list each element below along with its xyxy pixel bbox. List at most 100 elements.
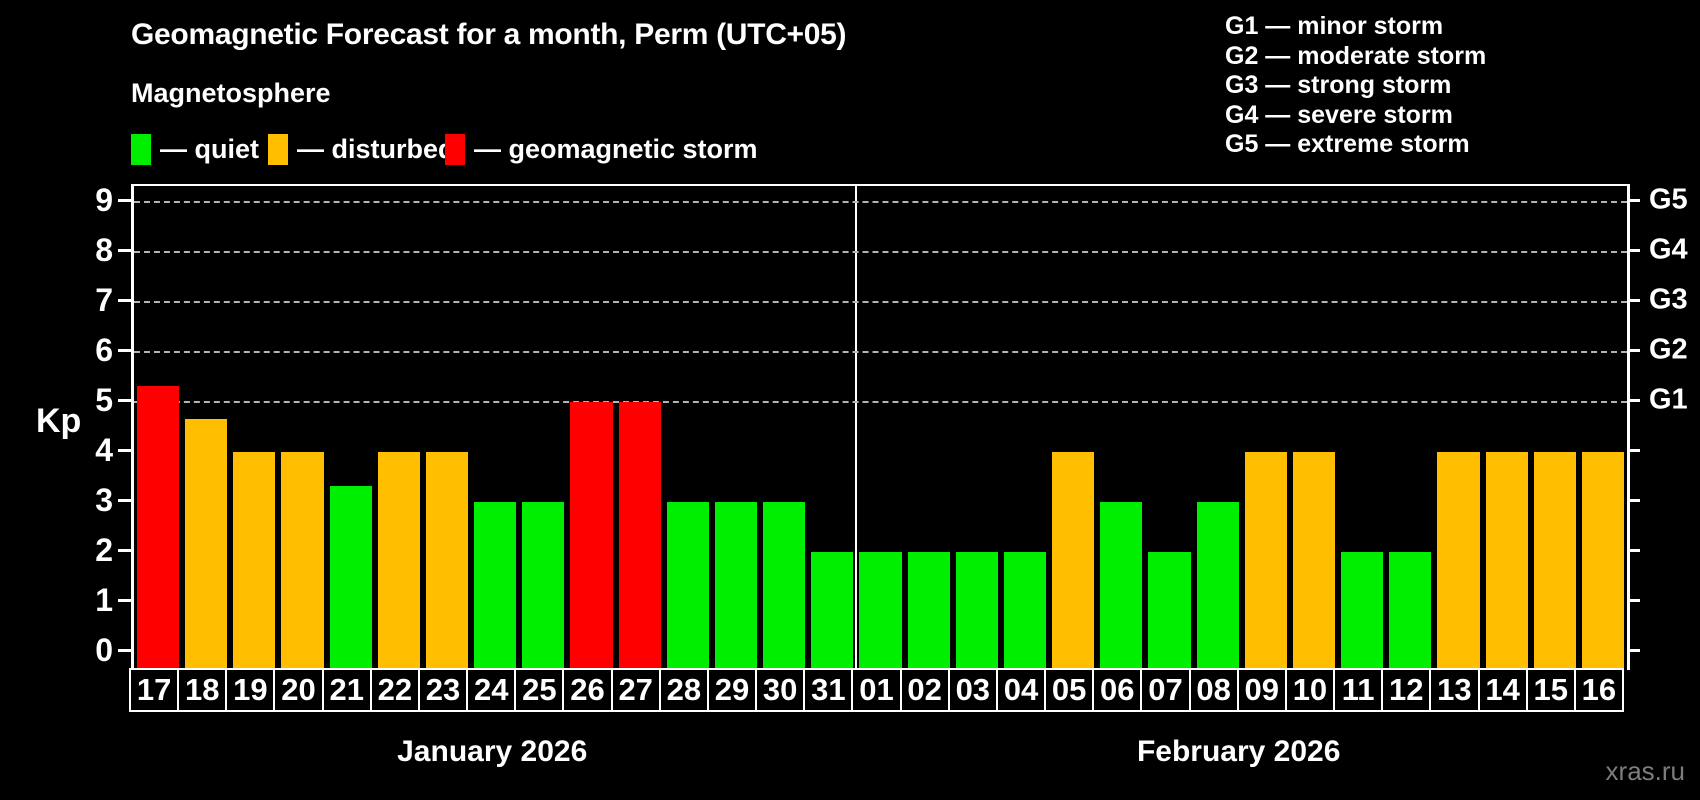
day-label: 19 xyxy=(225,668,276,712)
kp-axis-tick xyxy=(118,649,131,652)
kp-bar-january-27 xyxy=(618,402,661,670)
g-legend-line: G5 — extreme storm xyxy=(1225,130,1470,158)
kp-bar-january-24 xyxy=(474,502,517,670)
g-legend-line: G4 — severe storm xyxy=(1225,100,1453,129)
quiet-color-swatch xyxy=(131,134,151,165)
kp-bar-february-07 xyxy=(1148,552,1191,670)
month-label: January 2026 xyxy=(397,735,588,768)
day-label: 30 xyxy=(755,668,806,712)
watermark: xras.ru xyxy=(1605,756,1685,786)
kp-axis-tick xyxy=(118,199,131,202)
day-label: 28 xyxy=(658,668,709,712)
kp-axis-tick-label: 0 xyxy=(95,632,113,668)
day-label: 02 xyxy=(899,668,950,712)
day-label: 22 xyxy=(369,668,420,712)
g-legend-line: G1 — minor storm xyxy=(1225,12,1444,40)
g-legend-line: G3 — strong storm xyxy=(1225,71,1452,99)
g-axis-tick xyxy=(1627,549,1640,552)
kp-axis-tick-label: 7 xyxy=(95,282,113,318)
g-axis-tick xyxy=(1627,299,1640,302)
magnetosphere-label: Magnetosphere xyxy=(131,78,331,108)
month-separator-line xyxy=(855,186,858,670)
kp-bar-february-01 xyxy=(859,552,902,670)
kp-bar-february-13 xyxy=(1437,452,1480,670)
kp-axis-tick xyxy=(118,599,131,602)
kp-axis: 0 1 2 3 4 5 6 7 8 9 xyxy=(0,184,131,668)
kp-axis-tick xyxy=(118,449,131,452)
day-label: 31 xyxy=(803,668,854,712)
kp-bar-february-16 xyxy=(1581,452,1624,670)
kp-axis-title: Kp xyxy=(36,402,82,440)
g-axis-tick xyxy=(1627,249,1640,252)
kp-bar-february-09 xyxy=(1244,452,1287,670)
day-label: 26 xyxy=(562,668,613,712)
kp-bar-january-18 xyxy=(185,418,228,670)
kp-bar-january-30 xyxy=(763,502,806,670)
kp-bar-february-05 xyxy=(1052,452,1095,670)
page-title: Geomagnetic Forecast for a month, Perm (… xyxy=(131,18,847,51)
storm-color-swatch xyxy=(445,134,465,165)
kp-bar-february-14 xyxy=(1485,452,1528,670)
g-axis-tick xyxy=(1627,449,1640,452)
kp-bar-january-31 xyxy=(811,552,854,670)
kp-bar-february-03 xyxy=(955,552,998,670)
kp-bar-february-15 xyxy=(1533,452,1576,670)
day-label: 04 xyxy=(995,668,1047,712)
day-label: 10 xyxy=(1284,668,1336,712)
day-label: 15 xyxy=(1525,668,1576,712)
kp-axis-tick xyxy=(118,499,131,502)
day-label: 27 xyxy=(610,668,661,712)
day-label: 25 xyxy=(514,668,565,712)
kp-bar-february-04 xyxy=(1003,552,1047,670)
day-label: 14 xyxy=(1477,668,1528,712)
kp-axis-tick xyxy=(118,549,131,552)
g-axis-label: G2 xyxy=(1649,333,1688,366)
kp-bar-january-23 xyxy=(425,452,469,670)
g-axis-tick xyxy=(1627,599,1640,602)
kp-axis-tick-label: 5 xyxy=(95,382,113,418)
kp-axis-tick xyxy=(118,299,131,302)
g-scale-axis: G1 G2 G3 G4 G5 xyxy=(1627,184,1700,668)
g-axis-label: G5 xyxy=(1649,183,1688,216)
kp-bar-february-12 xyxy=(1389,552,1432,670)
g-scale-legend: G1 — minor storm G2 — moderate storm G3 — … xyxy=(1225,12,1486,160)
month-label: February 2026 xyxy=(1136,735,1341,768)
kp-axis-tick-label: 1 xyxy=(95,582,113,618)
day-label: 18 xyxy=(177,668,228,712)
kp-axis-tick xyxy=(118,349,131,352)
kp-axis-tick-label: 9 xyxy=(95,182,113,218)
kp-axis-tick-label: 8 xyxy=(95,232,113,268)
day-label: 21 xyxy=(321,668,372,712)
day-labels-row: 17 18 19 20 21 22 23 24 25 26 27 28 29 30 31 01 02 03 04 05… xyxy=(129,668,1631,712)
kp-gridline xyxy=(134,251,1627,253)
kp-bar-january-22 xyxy=(377,452,420,670)
disturbed-color-swatch xyxy=(268,134,288,165)
day-label: 09 xyxy=(1236,668,1287,712)
kp-bar-february-10 xyxy=(1292,452,1336,670)
g-axis-tick xyxy=(1627,349,1640,352)
kp-axis-tick-label: 6 xyxy=(95,332,113,368)
kp-bar-february-02 xyxy=(907,552,950,670)
day-label: 11 xyxy=(1333,668,1384,712)
kp-axis-tick xyxy=(118,249,131,252)
kp-bar-january-17 xyxy=(137,385,180,670)
day-label: 13 xyxy=(1429,668,1480,712)
day-label: 07 xyxy=(1140,668,1191,712)
kp-bar-january-20 xyxy=(281,452,324,670)
day-label: 06 xyxy=(1092,668,1143,712)
g-axis-label: G3 xyxy=(1649,283,1688,316)
kp-bar-january-26 xyxy=(570,402,613,670)
disturbed-legend-label: — disturbed xyxy=(297,134,455,164)
kp-bar-january-25 xyxy=(522,502,565,670)
g-axis-label: G4 xyxy=(1649,233,1688,266)
day-label: 16 xyxy=(1573,668,1624,712)
g-axis-tick xyxy=(1627,199,1640,202)
day-label: 05 xyxy=(1044,668,1095,712)
kp-bar-january-28 xyxy=(666,502,709,670)
kp-bar-february-11 xyxy=(1341,552,1384,670)
g-legend-line: G2 — moderate storm xyxy=(1225,41,1487,70)
day-label: 08 xyxy=(1188,668,1239,712)
day-label: 01 xyxy=(851,668,902,712)
day-label: 20 xyxy=(273,668,324,712)
day-label: 23 xyxy=(417,668,469,712)
